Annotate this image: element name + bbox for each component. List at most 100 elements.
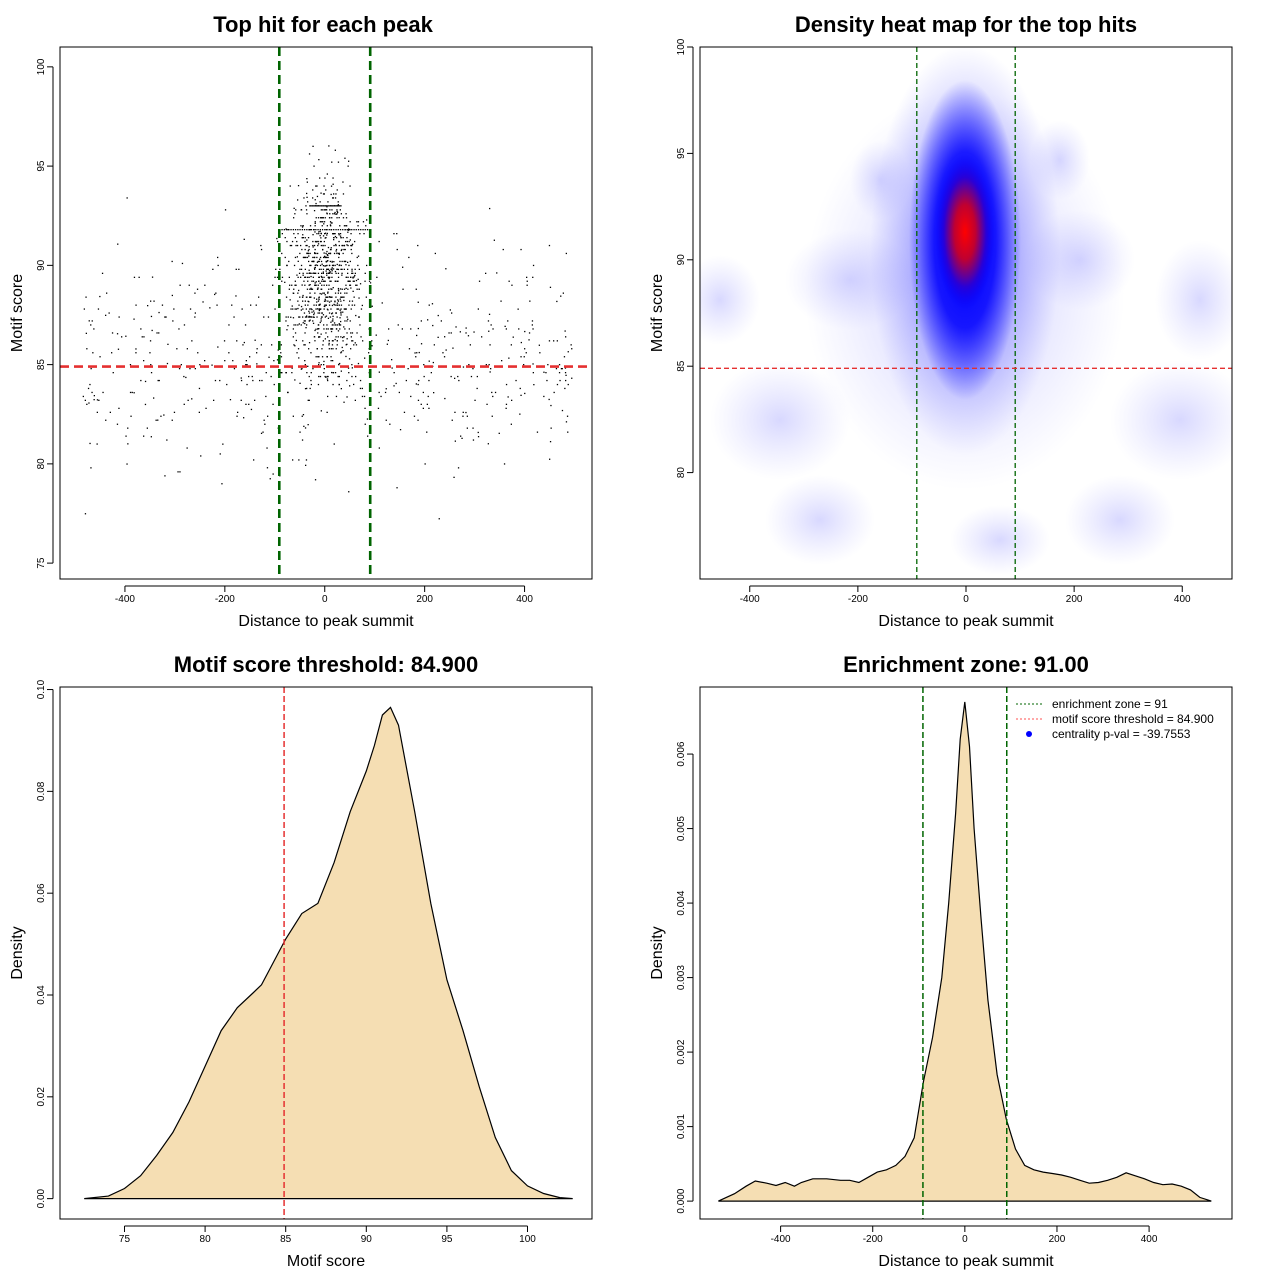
scatter-point: [298, 304, 300, 306]
scatter-point: [149, 352, 151, 354]
scatter-point: [318, 298, 320, 301]
scatter-point: [548, 340, 551, 342]
scatter-point: [338, 264, 340, 267]
scatter-point: [531, 324, 533, 326]
scatter-point: [300, 209, 303, 211]
scatter-point: [331, 276, 333, 278]
scatter-point: [507, 320, 509, 322]
scatter-point: [490, 368, 492, 370]
scatter-point: [328, 270, 331, 272]
scatter-point: [315, 308, 317, 310]
scatter-point: [343, 244, 345, 247]
scatter-point: [161, 304, 164, 306]
scatter-point: [280, 356, 283, 358]
scatter-point: [322, 292, 324, 294]
scatter-point: [292, 317, 295, 319]
scatter-point: [343, 288, 346, 290]
scatter-point: [304, 360, 306, 362]
scatter-point: [135, 304, 137, 306]
scatter-point: [109, 411, 111, 413]
scatter-point: [326, 234, 328, 236]
scatter-point: [318, 312, 321, 314]
scatter-point: [301, 237, 303, 239]
scatter-point: [185, 376, 187, 379]
x-tick-label: 0: [322, 594, 328, 605]
scatter-point: [229, 399, 232, 401]
scatter-point: [378, 447, 380, 449]
scatter-point: [126, 197, 128, 199]
scatter-point: [350, 244, 353, 247]
scatter-point: [117, 243, 119, 245]
scatter-point: [519, 413, 521, 415]
scatter-point: [337, 308, 340, 310]
scatter-point: [285, 320, 287, 322]
scatter-point: [296, 352, 298, 354]
scatter-point: [349, 284, 352, 286]
scatter-point: [469, 344, 471, 346]
scatter-point: [532, 276, 534, 278]
scatter-point: [299, 431, 301, 433]
scatter-point: [320, 410, 322, 412]
scatter-point: [351, 270, 353, 272]
scatter-point: [194, 312, 196, 314]
scatter-point: [125, 335, 127, 337]
scatter-point: [323, 221, 326, 223]
scatter-point: [321, 225, 323, 227]
legend-label-enrichment: enrichment zone = 91: [1052, 697, 1168, 711]
scatter-point: [336, 205, 338, 207]
scatter-point: [327, 201, 329, 203]
scatter-point: [341, 274, 343, 276]
scatter-point: [295, 244, 297, 247]
scatter-point: [349, 385, 351, 387]
scatter-point: [303, 320, 305, 322]
scatter-point: [328, 288, 330, 290]
scatter-point: [237, 411, 239, 413]
scatter-point: [232, 360, 234, 362]
scatter-point: [322, 193, 325, 195]
scatter-point: [364, 423, 366, 425]
scatter-point: [308, 229, 310, 231]
scatter-point: [314, 272, 316, 274]
scatter-point: [171, 260, 173, 263]
scatter-point: [82, 395, 84, 398]
scatter-point: [306, 315, 308, 317]
scatter-point: [343, 248, 345, 251]
scatter-point: [310, 264, 312, 267]
scatter-point: [337, 330, 340, 332]
scatter-point: [393, 385, 395, 387]
scatter-point: [423, 364, 425, 366]
scatter-point: [346, 237, 348, 239]
scatter-point: [332, 372, 335, 374]
scatter-point: [294, 345, 296, 347]
scatter-point: [353, 296, 355, 298]
scatter-point: [336, 308, 338, 310]
scatter-point: [303, 312, 306, 314]
scatter-point: [322, 249, 324, 251]
scatter-point: [491, 391, 493, 394]
scatter-point: [337, 211, 339, 213]
scatter-point: [306, 181, 308, 183]
scatter-point: [337, 287, 340, 290]
scatter-point: [301, 415, 303, 417]
scatter-point: [329, 217, 331, 219]
scatter-point: [508, 357, 510, 359]
scatter-point: [358, 297, 360, 299]
y-tick-label: 0.02: [36, 1087, 47, 1107]
scatter-point: [322, 344, 324, 346]
scatter-point: [317, 356, 319, 358]
scatter-point: [331, 270, 333, 272]
scatter-point: [323, 328, 325, 330]
scatter-point: [302, 322, 304, 324]
scatter-point: [428, 407, 430, 409]
scatter-point: [326, 411, 328, 413]
scatter-point: [317, 383, 320, 386]
scatter-point: [316, 298, 318, 300]
scatter-point: [553, 391, 555, 394]
scatter-point: [289, 284, 291, 286]
scatter-point: [354, 274, 356, 277]
scatter-point: [434, 252, 436, 255]
y-tick-label: 0.06: [36, 883, 47, 903]
scatter-point: [330, 225, 332, 227]
scatter-point: [472, 368, 474, 370]
